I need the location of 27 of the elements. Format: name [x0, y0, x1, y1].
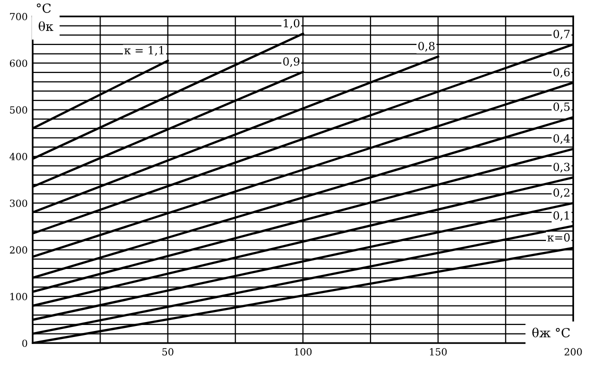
y-tick-label: 500 [10, 106, 28, 114]
y-tick-label: 0 [22, 340, 28, 347]
x-tick-label: 50 [162, 348, 174, 356]
series-label: 0,5 [553, 102, 570, 112]
series-label: к = 1,1 [124, 46, 164, 56]
series-label: 0,7 [553, 30, 570, 40]
series-label: 0,6 [553, 68, 570, 78]
y-tick-label: 700 [10, 12, 28, 20]
x-tick-label: 150 [430, 348, 447, 356]
x-tick-label: 100 [294, 348, 312, 356]
series-label: 0,3 [553, 162, 570, 172]
y-tick-label: 200 [10, 246, 28, 254]
y-tick-label: 300 [10, 200, 28, 207]
series-label: 0,2 [553, 188, 570, 198]
y-tick-label: 600 [10, 60, 28, 67]
y-tick-label: 100 [10, 292, 28, 300]
series-label: к=0 [547, 233, 570, 242]
text: °C [36, 3, 51, 13]
series-label: 0,1 [553, 211, 569, 221]
x-axis-title: θж °C [532, 328, 570, 338]
x-tick-label: 200 [564, 348, 582, 356]
y-tick-label: 400 [10, 152, 28, 160]
series-label: 0,4 [553, 134, 570, 144]
series-label: 0,9 [283, 57, 300, 67]
y-axis-title: θк [38, 21, 54, 31]
series-label: 1,0 [284, 18, 300, 29]
series-label: 0,8 [418, 42, 435, 52]
